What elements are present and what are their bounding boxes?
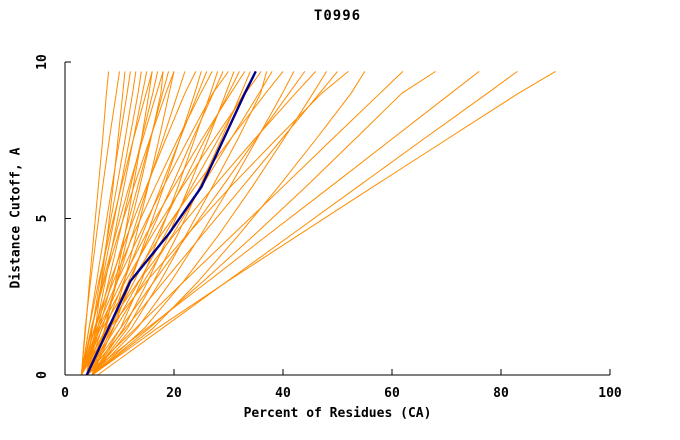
chart-title: T0996 — [313, 8, 362, 24]
series-model-08 — [80, 71, 153, 376]
series-model-26 — [80, 71, 246, 376]
series-model-07 — [86, 71, 148, 376]
series-model-41 — [91, 70, 436, 376]
y-tick-label: 5 — [35, 215, 50, 223]
x-axis-label: Percent of Residues (CA) — [243, 406, 432, 421]
y-tick-label: 10 — [35, 54, 50, 70]
series-model-02 — [80, 71, 120, 376]
series-model-17 — [80, 71, 197, 376]
series-model-14 — [80, 71, 175, 376]
series-model-38 — [80, 71, 349, 376]
series-model-34 — [86, 71, 306, 376]
series-model-31 — [86, 71, 273, 376]
series-model-13 — [86, 71, 170, 376]
x-tick-label: 100 — [598, 386, 622, 401]
series-model-32 — [80, 71, 284, 376]
x-tick-label: 0 — [61, 386, 69, 401]
x-tick-label: 40 — [275, 386, 291, 401]
series-model-40 — [86, 71, 404, 376]
x-tick-label: 80 — [493, 386, 509, 401]
series-model-42 — [86, 70, 480, 376]
x-tick-label: 20 — [166, 386, 182, 401]
series-model-30 — [91, 71, 268, 376]
series-model-37 — [86, 71, 338, 376]
series-model-10 — [86, 71, 159, 376]
series-model-25 — [86, 71, 240, 376]
series-model-44 — [91, 70, 556, 376]
series-model-03 — [86, 71, 126, 376]
x-tick-label: 60 — [384, 386, 400, 401]
series-model-23 — [80, 71, 229, 376]
series-model-39 — [91, 71, 366, 376]
series-model-43 — [97, 70, 518, 376]
y-tick-label: 0 — [35, 371, 50, 379]
series-model-20 — [80, 71, 213, 376]
series-model-36 — [91, 71, 328, 376]
series-model-33 — [91, 71, 295, 376]
series-highlighted-model — [85, 70, 257, 376]
